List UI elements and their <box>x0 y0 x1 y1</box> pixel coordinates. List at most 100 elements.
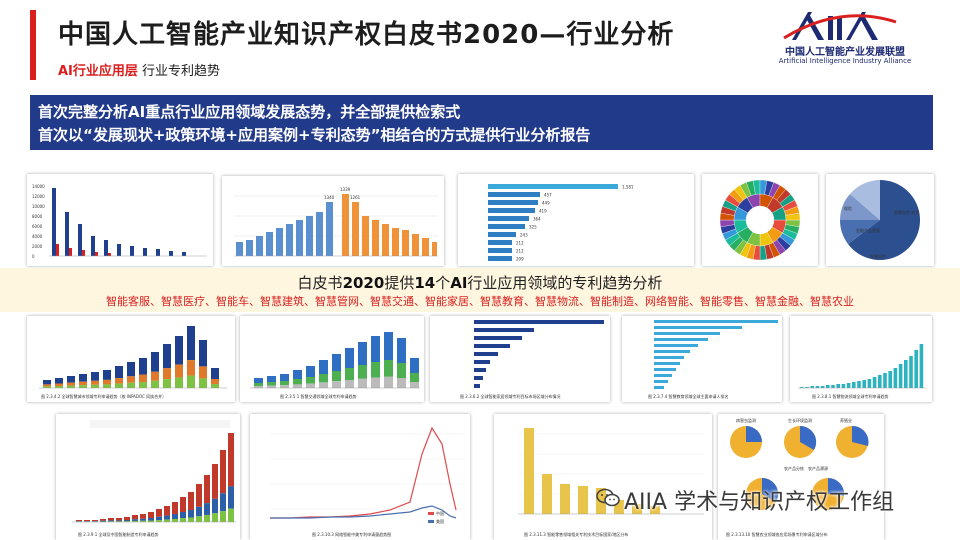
bar <box>862 380 866 388</box>
bar-segment <box>115 383 123 388</box>
thumbnail-hbar-chart: 1,581 457 449 419 364 325 243 212 212 209 <box>458 174 694 266</box>
bar-value-label: 1,581 <box>622 185 634 190</box>
bar <box>867 379 872 388</box>
pie-title: 生长环境监测 <box>788 417 812 423</box>
figure-caption: 图 2.3.13.10 智慧农业领域各应用场景专利申请区域分布 <box>726 531 828 537</box>
bar-segment <box>140 518 146 521</box>
bar-segment <box>156 520 162 522</box>
bar-segment <box>103 379 111 385</box>
y-tick: 2000 <box>32 244 43 249</box>
bar-segment <box>397 378 406 388</box>
bar-segment <box>156 509 162 517</box>
slice-label: 智慧医疗-应用 <box>894 209 919 215</box>
bar-segment <box>187 375 195 388</box>
thumbnail-bar-chart-1: 14000 12000 10000 8000 6000 4000 2000 0 <box>27 174 213 266</box>
bar-segment <box>199 340 207 367</box>
bar-segment <box>211 384 219 388</box>
strip-headline-count: 14 <box>414 274 436 292</box>
bar <box>488 184 618 189</box>
bar-segment <box>280 381 289 386</box>
bar-segment <box>151 352 159 372</box>
bar-segment <box>55 378 63 384</box>
bar-segment <box>254 383 263 386</box>
bar-segment <box>115 378 123 384</box>
bar-segment <box>116 518 122 521</box>
bar-segment <box>148 518 154 521</box>
pie-title: 养殖业 <box>840 417 852 423</box>
sunburst-segment <box>785 212 801 221</box>
bar-value-label: 449 <box>542 201 550 206</box>
bar-segment <box>204 514 210 522</box>
slice-label: 保险 <box>844 205 852 211</box>
pie-title: 农产品溯源 <box>808 465 828 471</box>
bar <box>820 386 825 388</box>
figure-caption: 图 2.3.11.3 智能零售领域相关专利技术目标国家/地区分布 <box>524 531 628 537</box>
strip-headline-part: 行业应用领域的专利趋势分析 <box>467 274 663 292</box>
bar-segment <box>332 381 341 388</box>
strip-headline: 白皮书2020提供14个AI行业应用领域的专利趋势分析 <box>0 272 960 293</box>
bar-segment <box>67 376 75 383</box>
bar-segment <box>332 354 341 371</box>
bar-value-label: 209 <box>516 257 524 262</box>
strip-headline-part: 个 <box>435 274 451 292</box>
bar-segment <box>280 374 289 381</box>
bar-segment <box>175 336 183 365</box>
bar-segment <box>175 377 183 388</box>
thumbnail-line-chart: 中国 美国 图 2.3.10.3 网络智能中美专利申请量趋势图 <box>250 414 470 540</box>
legend-entry: 美国 <box>436 518 444 524</box>
thumbnail-growth-chart: 图 2.3.8.1 智慧物流领域全球专利申请趋势 <box>790 316 932 402</box>
bar-segment <box>103 384 111 388</box>
bar <box>914 350 918 388</box>
bar-segment <box>91 384 99 388</box>
figure-caption: 图 2.3.9.1 全球及中国智能制造专利申请趋势 <box>78 531 159 537</box>
bar-segment <box>332 371 341 382</box>
bar-segment <box>180 518 186 522</box>
bar <box>904 360 908 388</box>
bar <box>919 344 924 388</box>
bar-value-label: 419 <box>539 209 547 214</box>
bar <box>488 224 525 229</box>
bar-segment <box>140 514 146 519</box>
bar-segment <box>163 368 171 380</box>
aiia-logo-icon <box>783 12 897 40</box>
bar-segment <box>319 360 328 374</box>
pie-title: 病害虫监测 <box>736 417 756 423</box>
thumbnail-growth-chart-2: 图 2.3.9.1 全球及中国智能制造专利申请趋势 <box>56 414 240 540</box>
bar-value-label: 243 <box>520 233 528 238</box>
section-subtitle: 行业专利趋势 <box>142 64 221 79</box>
bar-segment <box>188 517 194 522</box>
bar-segment <box>319 374 328 383</box>
thumbnail-pie-chart: 智慧医疗-应用 保险 金融产品营销 智慧风控 <box>826 174 934 266</box>
bar-segment <box>267 385 276 388</box>
banner-line-2: 首次以“发展现状+政策环境+应用案例+专利态势”相结合的方式提供行业分析报告 <box>38 126 591 144</box>
bar-segment <box>164 519 170 522</box>
bar-segment <box>43 386 51 388</box>
bar <box>488 192 540 197</box>
figure-caption: 图 2.3.8.1 智慧物流领域全球专利申请趋势 <box>812 393 889 399</box>
figure-caption: 图 2.3.10.3 网络智能中美专利申请量趋势图 <box>312 531 391 537</box>
bar-value-label: 325 <box>529 225 537 230</box>
bar <box>488 248 512 253</box>
bar-segment <box>124 521 130 522</box>
bar-value-label: 212 <box>516 249 524 254</box>
highlight-banner: 首次完整分析AI重点行业应用领域发展态势，并全部提供检索式 首次以“发展现状+政… <box>30 95 933 150</box>
bar-segment <box>132 515 138 520</box>
bar-segment <box>293 384 302 388</box>
bar-segment <box>139 358 147 375</box>
figure-caption: 图 2.3.5.1 智慧交通领域全球专利申请趋势 <box>280 393 357 399</box>
bar-segment <box>172 519 178 522</box>
bar <box>846 383 851 388</box>
watermark-text: AIIA 学术与知识产权工作组 <box>624 490 895 515</box>
bar <box>488 256 512 261</box>
y-tick: 14000 <box>32 184 45 189</box>
bar-segment <box>267 376 276 382</box>
strip-headline-ai: AI <box>450 274 468 292</box>
bar-segment <box>196 506 202 517</box>
bar-segment <box>220 493 226 512</box>
bar-segment <box>371 362 380 378</box>
bar-segment <box>267 382 276 386</box>
bar-segment <box>410 382 419 388</box>
bar-segment <box>371 336 380 362</box>
bar-segment <box>164 515 170 520</box>
bar-segment <box>55 386 63 388</box>
